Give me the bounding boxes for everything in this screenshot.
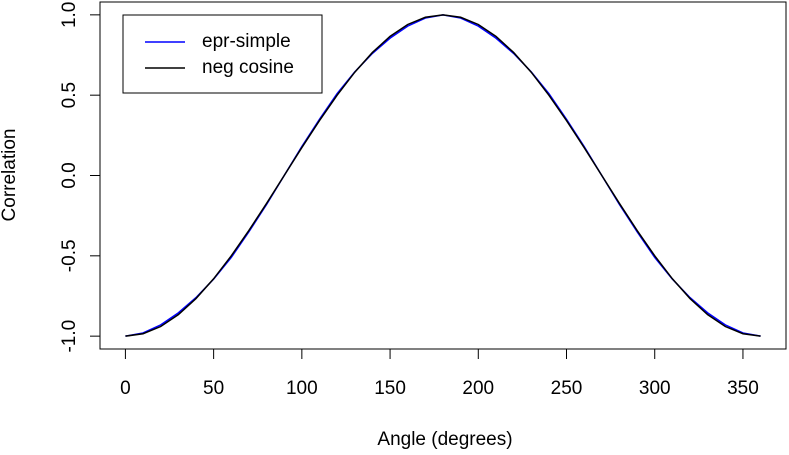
series-line (125, 14, 761, 337)
x-tick-label: 300 (639, 378, 671, 399)
legend-box (122, 14, 323, 94)
y-tick-label: 0.0 (59, 162, 80, 188)
x-tick-label: 350 (727, 378, 759, 399)
x-tick-label: 50 (203, 378, 224, 399)
y-tick-label: -0.5 (59, 239, 80, 272)
x-tick-label: 100 (286, 378, 318, 399)
x-axis-label: Angle (degrees) (377, 429, 512, 450)
x-tick-label: 250 (551, 378, 583, 399)
y-axis-label: Correlation (0, 129, 20, 222)
legend-label: epr-simple (202, 31, 291, 52)
legend-label: neg cosine (202, 57, 294, 78)
plot-box (99, 1, 787, 350)
x-tick-label: 150 (374, 378, 406, 399)
y-tick-label: 0.5 (59, 82, 80, 108)
x-tick-label: 200 (462, 378, 494, 399)
y-tick-label: 1.0 (59, 2, 80, 28)
x-tick-label: 0 (120, 378, 131, 399)
y-tick-label: -1.0 (59, 320, 80, 353)
